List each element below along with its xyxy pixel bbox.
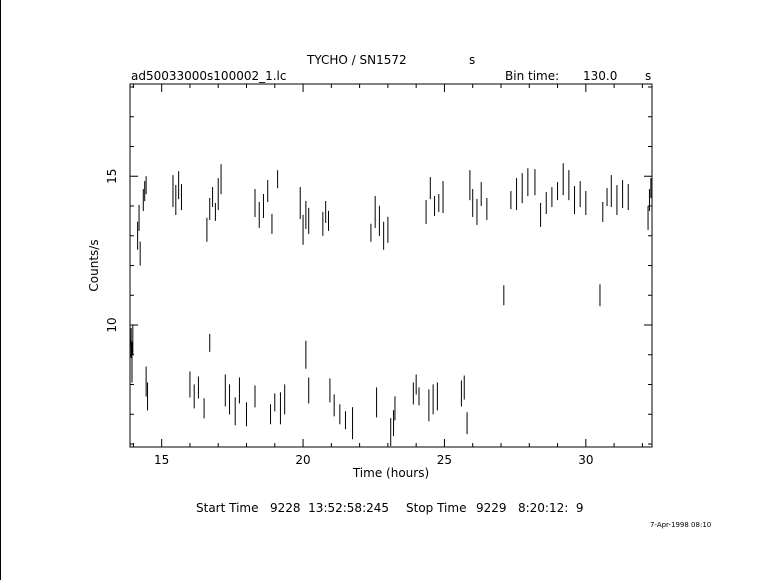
x-tick-labels: 15 20 25 30 bbox=[154, 453, 593, 467]
page-edge-line bbox=[0, 0, 1, 580]
y-tick-labels: 10 15 bbox=[105, 169, 119, 333]
x-tick-label: 15 bbox=[154, 453, 169, 467]
chart-title-unit: s bbox=[469, 53, 476, 67]
start-time-value: 9228 13:52:58:245 bbox=[270, 501, 390, 515]
x-axis-label: Time (hours) bbox=[352, 466, 429, 480]
x-tick-label: 30 bbox=[578, 453, 593, 467]
y-tick-label: 15 bbox=[105, 169, 119, 184]
axis-ticks bbox=[130, 84, 652, 447]
x-tick-label: 20 bbox=[295, 453, 310, 467]
bin-time-unit: s bbox=[645, 69, 652, 83]
data-points bbox=[130, 163, 652, 447]
bin-time-label: Bin time: bbox=[505, 69, 560, 83]
stop-time-label: Stop Time bbox=[406, 501, 467, 515]
plot-frame bbox=[129, 83, 653, 448]
stop-time-value: 9229 8:20:12: 9 bbox=[476, 501, 584, 515]
y-axis-label: Counts/s bbox=[87, 239, 101, 291]
y-tick-label: 10 bbox=[105, 317, 119, 332]
bin-time-value: 130.0 bbox=[583, 69, 618, 83]
timestamp: 7-Apr-1998 08:10 bbox=[650, 521, 712, 529]
file-name: ad50033000s100002_1.lc bbox=[131, 69, 287, 83]
x-tick-label: 25 bbox=[437, 453, 452, 467]
chart-title: TYCHO / SN1572 bbox=[307, 53, 407, 67]
start-time-label: Start Time bbox=[196, 501, 259, 515]
